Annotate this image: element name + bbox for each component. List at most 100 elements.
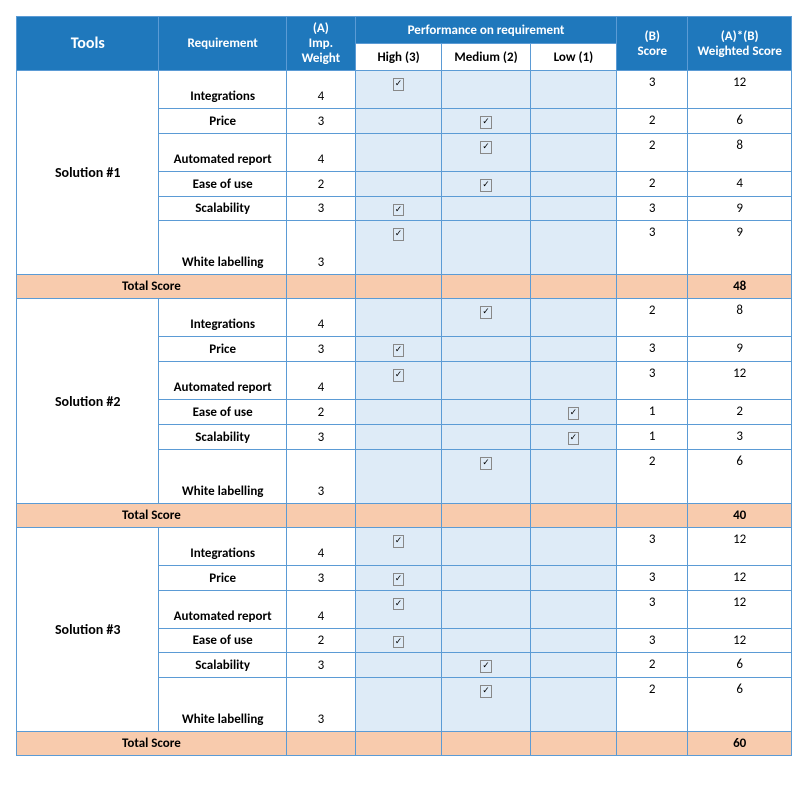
perf-low <box>530 678 616 732</box>
weight-cell: 3 <box>286 221 355 275</box>
perf-low <box>530 449 616 503</box>
checkmark-icon: ✓ <box>393 535 405 548</box>
requirement-cell: Price <box>159 337 286 362</box>
weight-cell: 2 <box>286 400 355 425</box>
requirement-cell: White labelling <box>159 678 286 732</box>
perf-low <box>530 527 616 565</box>
score-cell: 3 <box>617 590 688 628</box>
requirement-cell: Integrations <box>159 527 286 565</box>
weight-cell: 3 <box>286 109 355 134</box>
perf-low <box>530 565 616 590</box>
perf-medium <box>442 424 531 449</box>
checkmark-icon: ✓ <box>480 141 492 154</box>
score-cell: 1 <box>617 400 688 425</box>
perf-high: ✓ <box>355 362 441 400</box>
total-empty <box>355 732 441 756</box>
perf-medium <box>442 196 531 221</box>
weighted-ab: (A)*(B) <box>690 29 789 44</box>
weight-cell: 2 <box>286 628 355 653</box>
checkmark-icon: ✓ <box>480 457 492 470</box>
weighted-cell: 6 <box>688 678 792 732</box>
checkmark-icon: ✓ <box>393 598 405 611</box>
weighted-cell: 12 <box>688 71 792 109</box>
checkmark-icon: ✓ <box>393 228 405 241</box>
score-cell: 2 <box>617 678 688 732</box>
weighted-cell: 6 <box>688 109 792 134</box>
perf-low <box>530 337 616 362</box>
perf-high: ✓ <box>355 565 441 590</box>
total-row: Total Score60 <box>17 732 792 756</box>
col-tools: Tools <box>17 17 159 71</box>
weight-cell: 3 <box>286 337 355 362</box>
total-empty <box>617 732 688 756</box>
checkmark-icon: ✓ <box>393 369 405 382</box>
total-score-label: Total Score <box>17 732 287 756</box>
checkmark-icon: ✓ <box>568 407 580 420</box>
score-cell: 3 <box>617 337 688 362</box>
total-row: Total Score 48 <box>17 275 792 299</box>
perf-high: ✓ <box>355 221 441 275</box>
tool-name: Solution #3 <box>17 527 159 731</box>
requirement-cell: Ease of use <box>159 171 286 196</box>
total-empty <box>530 503 616 527</box>
requirement-cell: Automated report <box>159 362 286 400</box>
requirement-cell: Price <box>159 565 286 590</box>
checkmark-icon: ✓ <box>393 204 405 217</box>
total-empty <box>442 503 531 527</box>
col-low: Low (1) <box>530 44 616 71</box>
perf-low <box>530 299 616 337</box>
total-score-value: 48 <box>688 275 792 299</box>
perf-low <box>530 362 616 400</box>
score-cell: 3 <box>617 221 688 275</box>
weighted-cell: 4 <box>688 171 792 196</box>
perf-low <box>530 109 616 134</box>
score-b: (B) <box>619 29 685 44</box>
perf-medium: ✓ <box>442 678 531 732</box>
imp-weight-label: Imp. Weight <box>289 36 353 66</box>
perf-low <box>530 590 616 628</box>
weighted-cell: 12 <box>688 565 792 590</box>
total-empty <box>617 503 688 527</box>
score-cell: 2 <box>617 449 688 503</box>
weight-cell: 3 <box>286 565 355 590</box>
weighted-cell: 12 <box>688 590 792 628</box>
perf-high: ✓ <box>355 196 441 221</box>
col-requirement: Requirement <box>159 17 286 71</box>
score-cell: 2 <box>617 299 688 337</box>
perf-high: ✓ <box>355 628 441 653</box>
table-row: Solution #2Integrations4✓28 <box>17 299 792 337</box>
perf-medium <box>442 400 531 425</box>
perf-medium: ✓ <box>442 133 531 171</box>
requirement-cell: Scalability <box>159 424 286 449</box>
perf-medium <box>442 590 531 628</box>
weighted-cell: 12 <box>688 362 792 400</box>
col-imp-weight: (A) Imp. Weight <box>286 17 355 71</box>
score-cell: 2 <box>617 133 688 171</box>
score-cell: 3 <box>617 527 688 565</box>
total-empty <box>442 275 531 299</box>
perf-low <box>530 171 616 196</box>
weight-cell: 3 <box>286 196 355 221</box>
requirement-cell: Ease of use <box>159 400 286 425</box>
total-score-label: Total Score <box>17 275 287 299</box>
weight-cell: 2 <box>286 171 355 196</box>
checkmark-icon: ✓ <box>393 344 405 357</box>
perf-low: ✓ <box>530 400 616 425</box>
total-row: Total Score40 <box>17 503 792 527</box>
weight-cell: 3 <box>286 653 355 678</box>
weighted-cell: 8 <box>688 299 792 337</box>
total-empty <box>286 275 355 299</box>
score-cell: 3 <box>617 196 688 221</box>
perf-high: ✓ <box>355 527 441 565</box>
checkmark-icon: ✓ <box>568 432 580 445</box>
perf-high: ✓ <box>355 71 441 109</box>
weighted-cell: 9 <box>688 196 792 221</box>
total-score-value: 40 <box>688 503 792 527</box>
perf-high <box>355 449 441 503</box>
weight-cell: 4 <box>286 527 355 565</box>
perf-high <box>355 133 441 171</box>
requirement-cell: Automated report <box>159 133 286 171</box>
checkmark-icon: ✓ <box>480 306 492 319</box>
perf-medium: ✓ <box>442 171 531 196</box>
weighted-cell: 12 <box>688 628 792 653</box>
